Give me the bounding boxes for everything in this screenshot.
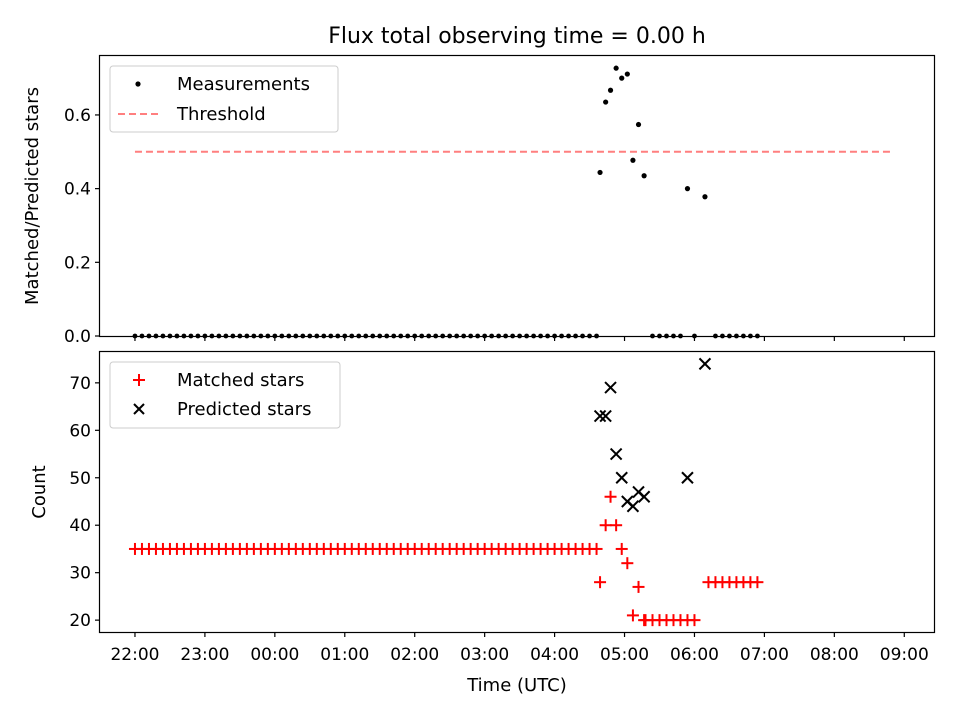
measurement-point <box>624 71 630 77</box>
predicted-star-point <box>681 471 694 484</box>
bottom-x-tick-label: 05:00 <box>600 645 649 665</box>
predicted-star-point <box>599 409 612 423</box>
bottom-x-tick-label: 09:00 <box>880 645 929 665</box>
legend-measurements-marker <box>135 81 141 87</box>
top-legend: Measurements Threshold <box>109 65 339 133</box>
matched-star-point <box>639 614 652 627</box>
matched-star-point <box>632 580 645 593</box>
matched-star-point <box>590 542 603 555</box>
top-y-tick-label: 0.2 <box>64 253 91 273</box>
bottom-x-tick-label: 06:00 <box>670 645 719 665</box>
bottom-x-tick-label: 08:00 <box>810 645 859 665</box>
bottom-x-tick-label: 01:00 <box>320 645 369 665</box>
bottom-y-tick-label: 20 <box>69 611 91 631</box>
predicted-star-point <box>637 490 651 503</box>
bottom-x-tick-label: 23:00 <box>180 645 229 665</box>
predicted-star-point <box>626 500 640 513</box>
predicted-star-point <box>593 409 607 423</box>
bottom-x-tick-label: 00:00 <box>250 645 299 665</box>
matched-star-point <box>594 576 607 589</box>
bottom-plot-area: 20 30 40 50 60 70 22:00 23:00 00:00 01:00 02:00 03:… <box>69 357 929 665</box>
predicted-star-point <box>698 357 712 371</box>
bottom-x-axis-label: Time (UTC) <box>466 675 567 696</box>
predicted-star-point <box>609 447 623 461</box>
matched-star-point <box>610 519 623 532</box>
bottom-x-tick-label: 07:00 <box>740 645 789 665</box>
matched-star-point <box>615 542 628 555</box>
predicted-star-point <box>604 381 617 394</box>
measurement-point <box>613 65 619 71</box>
measurement-point <box>619 75 625 81</box>
bottom-y-tick-label: 40 <box>69 516 91 536</box>
bottom-x-tick-label: 02:00 <box>390 645 439 665</box>
top-axes-frame <box>98 54 936 338</box>
top-y-tick-label: 0.0 <box>64 327 91 347</box>
measurement-point <box>702 194 708 200</box>
bottom-x-tick-label: 22:00 <box>110 645 159 665</box>
top-y-tick-label: 0.6 <box>64 106 91 126</box>
top-chart-title: Flux total observing time = 0.00 h <box>328 24 706 49</box>
measurement-point <box>635 121 642 128</box>
bottom-y-tick-label: 30 <box>69 564 91 584</box>
measurement-point <box>597 169 603 176</box>
measurement-point <box>607 87 614 93</box>
bottom-y-tick-label: 70 <box>69 374 91 394</box>
top-y-tick-label: 0.4 <box>64 180 91 200</box>
measurement-point <box>630 157 636 163</box>
matched-star-point <box>604 490 617 503</box>
legend-predicted-marker <box>133 403 145 415</box>
bottom-x-tick-label: 04:00 <box>530 645 579 665</box>
bottom-legend-box <box>109 361 341 429</box>
measurement-point <box>684 186 691 192</box>
measurement-point <box>603 99 609 105</box>
top-legend-box <box>109 65 339 133</box>
bottom-x-tick-label: 03:00 <box>460 645 509 665</box>
bottom-y-tick-label: 60 <box>69 421 91 441</box>
legend-measurements-label: Measurements <box>177 74 310 95</box>
bottom-y-axis-label: Count <box>29 465 50 518</box>
measurement-point <box>641 173 647 179</box>
matched-star-point <box>599 519 612 532</box>
bottom-axes-frame <box>98 350 936 634</box>
matched-star-point <box>626 609 639 622</box>
top-y-axis-label: Matched/Predicted stars <box>22 87 43 305</box>
matched-star-point <box>751 576 764 589</box>
bottom-legend: Matched stars Predicted stars <box>109 361 341 429</box>
matched-star-point <box>621 557 634 570</box>
legend-threshold-label: Threshold <box>176 104 266 125</box>
matched-star-point <box>688 614 701 627</box>
predicted-star-point <box>615 471 628 484</box>
bottom-y-tick-label: 50 <box>69 469 91 489</box>
legend-matched-label: Matched stars <box>177 370 304 391</box>
legend-matched-marker <box>133 374 145 386</box>
legend-predicted-label: Predicted stars <box>177 399 311 420</box>
